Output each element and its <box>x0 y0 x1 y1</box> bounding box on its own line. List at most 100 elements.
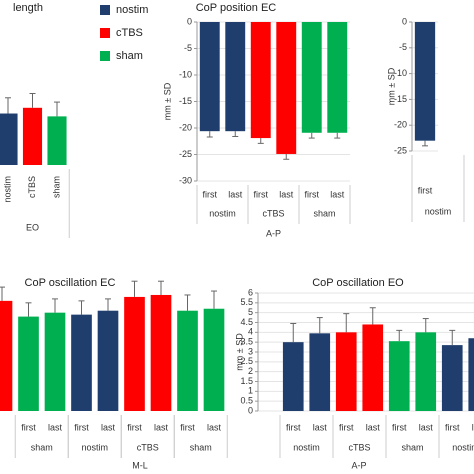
group-label: cTBS <box>137 442 159 452</box>
y-tick-label: 3.5 <box>240 337 253 347</box>
x-tick-label: last <box>472 422 474 432</box>
x-tick-label: last <box>330 189 345 199</box>
y-tick-label: -20 <box>394 120 407 130</box>
bar <box>0 113 18 165</box>
y-tick-label: -15 <box>394 94 407 104</box>
group-label: sham <box>313 208 335 218</box>
bar <box>225 22 246 132</box>
x-tick-label: first <box>286 422 301 432</box>
x-tick-label: first <box>418 185 433 195</box>
x-tick-label: cTBS <box>27 176 37 198</box>
y-axis-label: mm ± SD <box>386 67 396 105</box>
group-label: nostim <box>293 442 320 452</box>
y-tick-label: -15 <box>179 96 192 106</box>
group-label: nostim <box>209 208 236 218</box>
y-tick-label: -5 <box>184 43 192 53</box>
group-label: EO <box>26 222 39 232</box>
legend-label: sham <box>116 50 143 62</box>
x-tick-label: last <box>419 422 434 432</box>
y-axis-label: mm ± SD <box>234 333 244 371</box>
y-tick-label: 1.5 <box>240 376 253 386</box>
x-tick-label: sham <box>51 176 61 198</box>
x-tick-label: first <box>254 189 269 199</box>
x-tick-label: first <box>339 422 354 432</box>
bar <box>124 296 145 411</box>
group-label: sham <box>190 442 212 452</box>
x-tick-label: last <box>207 422 222 432</box>
legend-label: cTBS <box>116 27 143 39</box>
bar <box>47 116 67 165</box>
y-tick-label: -10 <box>179 69 192 79</box>
bar <box>203 308 225 411</box>
y-tick-label: -5 <box>399 42 407 52</box>
y-tick-label: -25 <box>179 149 192 159</box>
bar <box>0 300 13 411</box>
legend-swatch <box>100 5 110 15</box>
y-tick-label: -10 <box>394 68 407 78</box>
y-tick-label: 2 <box>248 366 253 376</box>
y-tick-label: 1 <box>248 386 253 396</box>
x-tick-label: nostim <box>2 176 12 203</box>
bar <box>250 22 271 139</box>
y-tick-label: -20 <box>179 122 192 132</box>
y-tick-label: 0 <box>402 16 407 26</box>
y-tick-label: 3 <box>248 346 253 356</box>
legend-label: nostim <box>116 4 148 16</box>
bar <box>335 332 357 411</box>
x-tick-label: first <box>180 422 195 432</box>
y-tick-label: 5.5 <box>240 297 253 307</box>
bar <box>150 294 172 411</box>
y-tick-label: 0 <box>187 16 192 26</box>
group-label: nostim <box>425 206 452 216</box>
x-axis-label: A-P <box>266 228 281 238</box>
group-label: cTBS <box>348 442 370 452</box>
x-tick-label: last <box>279 189 294 199</box>
y-tick-label: 2.5 <box>240 356 253 366</box>
bar <box>388 341 410 411</box>
y-axis-label: mm ± SD <box>162 82 172 120</box>
bar <box>309 333 331 411</box>
x-tick-label: first <box>392 422 407 432</box>
x-tick-label: first <box>203 189 218 199</box>
y-tick-label: 0 <box>248 405 253 415</box>
x-tick-label: first <box>127 422 142 432</box>
y-tick-label: 6 <box>248 287 253 297</box>
bar <box>44 312 66 411</box>
bar <box>362 324 384 411</box>
group-label: nostim <box>452 442 474 452</box>
y-tick-label: 4.5 <box>240 317 253 327</box>
chart-title: CoP oscillation EC <box>25 277 116 289</box>
x-tick-label: first <box>445 422 460 432</box>
bar <box>276 22 297 154</box>
y-tick-label: 4 <box>248 327 253 337</box>
group-label: nostim <box>81 442 108 452</box>
x-tick-label: last <box>366 422 381 432</box>
y-tick-label: 5 <box>248 307 253 317</box>
x-tick-label: first <box>74 422 89 432</box>
legend-swatch <box>100 51 110 61</box>
group-label: cTBS <box>262 208 284 218</box>
bar <box>22 107 43 165</box>
bar <box>468 338 474 411</box>
bar <box>327 22 348 133</box>
bar <box>301 22 322 133</box>
x-tick-label: last <box>313 422 328 432</box>
chart-title: length <box>13 2 43 14</box>
y-tick-label: -25 <box>394 145 407 155</box>
bar <box>97 310 119 411</box>
bar <box>441 345 463 411</box>
x-tick-label: last <box>101 422 116 432</box>
bar <box>415 332 437 411</box>
bar <box>282 342 304 411</box>
x-tick-label: last <box>228 189 243 199</box>
bar <box>18 316 39 411</box>
x-tick-label: last <box>48 422 63 432</box>
group-label: sham <box>31 442 53 452</box>
x-tick-label: first <box>305 189 320 199</box>
y-tick-label: -30 <box>179 175 192 185</box>
x-axis-label: M-L <box>132 460 148 470</box>
chart-title: CoP position EC <box>196 2 277 14</box>
bar <box>177 310 198 411</box>
chart-title: CoP oscillation EO <box>312 277 404 289</box>
